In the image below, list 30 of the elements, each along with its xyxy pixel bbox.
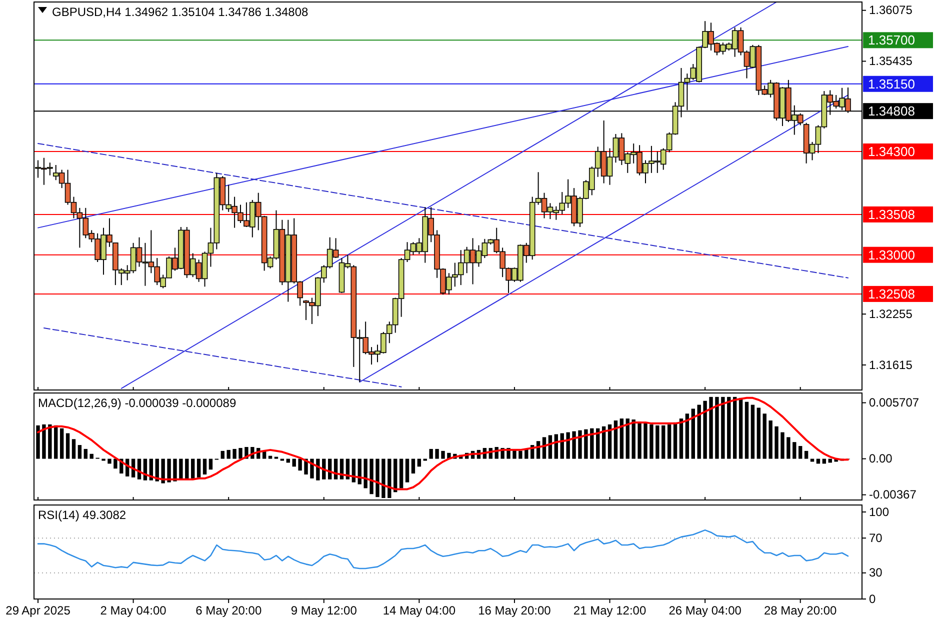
y-tick-label: 1.36075 [869, 3, 913, 18]
y-tick-label: 1.31615 [869, 358, 913, 372]
chart-title: RSI(14) 49.3082 [38, 508, 126, 522]
y-tick-label: 1.32255 [869, 306, 913, 321]
ref-line-label: 1.33508 [868, 206, 915, 222]
x-tick-label: 21 May 12:00 [573, 604, 646, 618]
chart-title: MACD(12,26,9) -0.000039 -0.000089 [38, 396, 236, 410]
ref-line-label: 1.34808 [868, 104, 915, 119]
y-tick-label: 1.35435 [869, 54, 913, 68]
chart-title: GBPUSD,H4 1.34962 1.35104 1.34786 1.34808 [52, 5, 309, 19]
x-tick-label: 9 May 12:00 [290, 604, 358, 618]
y-tick-label: 30 [869, 566, 883, 580]
ref-line-label: 1.33000 [868, 247, 915, 262]
y-tick-label: 0.005707 [869, 396, 920, 410]
y-tick-label: -0.00367 [869, 488, 917, 502]
x-tick-label: 14 May 04:00 [382, 604, 456, 618]
x-tick-label: 28 May 20:00 [764, 604, 838, 618]
x-tick-label: 2 May 04:00 [100, 604, 167, 618]
x-tick-label: 6 May 20:00 [196, 604, 262, 618]
ref-line-label: 1.32508 [868, 286, 915, 302]
y-tick-label: 0 [869, 592, 876, 606]
ref-line-label: 1.35150 [868, 76, 915, 92]
ref-line-label: 1.34300 [868, 144, 915, 159]
x-tick-label: 29 Apr 2025 [6, 604, 71, 618]
x-tick-label: 26 May 04:00 [668, 604, 742, 618]
y-tick-label: 100 [869, 504, 890, 519]
ref-line-label: 1.35700 [868, 32, 915, 48]
y-tick-label: 70 [869, 530, 883, 545]
x-tick-label: 16 May 20:00 [478, 604, 552, 618]
y-tick-label: 0.00 [869, 452, 893, 466]
